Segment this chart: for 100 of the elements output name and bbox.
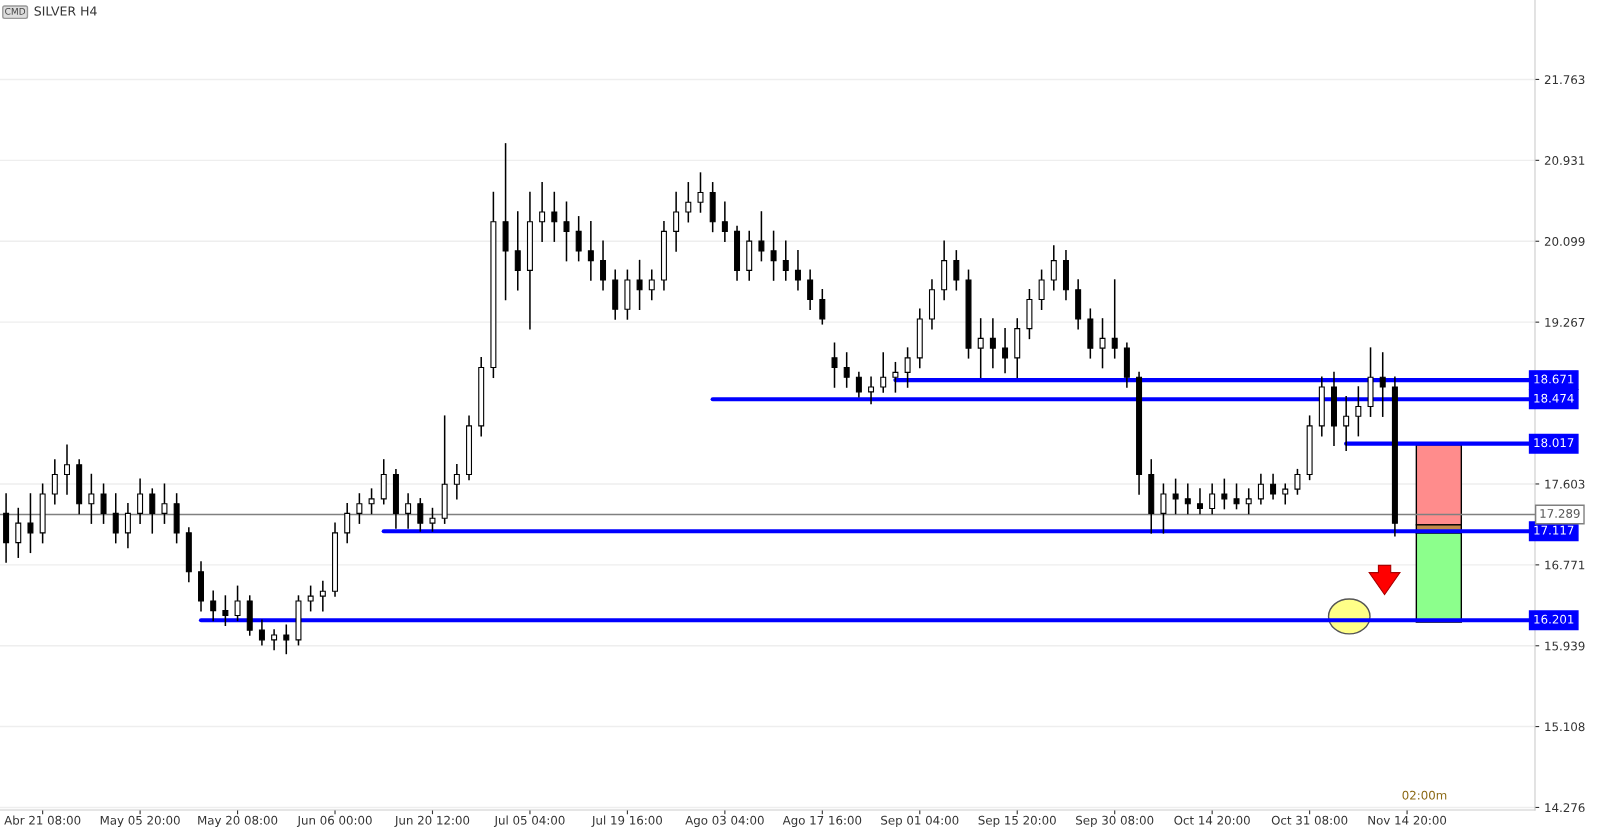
y-tick-label: 16.771 [1545,560,1585,570]
candlestick [161,483,168,524]
candlestick [1257,473,1264,505]
candlestick [271,629,278,651]
candlestick [904,347,911,388]
y-tick-label: 14.276 [1545,803,1585,813]
candlestick [953,250,960,291]
x-tick-label: Oct 14 20:00 [1174,815,1250,825]
candlestick [539,182,546,242]
candlestick [721,201,728,242]
candlestick [1233,483,1240,510]
x-tick-label: Oct 31 08:00 [1271,815,1348,825]
candlestick [1270,473,1277,500]
candlestick [100,483,107,524]
x-tick-label: Nov 14 20:00 [1368,815,1447,825]
x-tick-label: Ago 17 16:00 [782,815,862,827]
candlestick [344,502,351,544]
candlestick [210,590,217,622]
candlestick [149,488,156,534]
data-label: 16.201 [1534,614,1574,624]
candlestick [1245,488,1252,515]
candlestick [697,172,704,213]
candlestick [770,230,777,281]
y-tick-label: 15.108 [1545,722,1585,732]
candlestick [758,211,765,262]
candlestick [234,585,241,622]
candlestick [673,191,680,252]
candlestick [636,259,643,310]
x-tick-label: Jun 06 00:00 [296,815,372,827]
candlestick [989,318,996,369]
candlestick [417,498,424,532]
candlestick [648,269,655,301]
candlestick [600,240,607,291]
x-tick-label: Ago 03 04:00 [685,815,764,827]
data-label: 18.671 [1534,374,1574,384]
candlestick [356,493,363,524]
candlestick [1196,488,1203,515]
candlestick [819,289,826,325]
candlestick [843,352,850,388]
candlestick [1184,483,1191,515]
candlestick [124,502,131,549]
candlestick [977,318,984,379]
candlestick [794,250,801,291]
y-tick-label: 17.603 [1545,479,1585,489]
candlestick [1099,318,1106,369]
candlestick [307,585,314,612]
x-tick-label: Jul 19 16:00 [591,815,663,827]
candlestick [27,493,34,554]
candlestick [429,507,436,532]
candlestick [855,371,862,398]
x-tick-label: Abr 21 08:00 [4,815,81,825]
candlestick [868,376,875,405]
candlestick [685,182,692,223]
candlestick [575,216,582,262]
y-tick-label: 20.099 [1544,236,1585,246]
y-tick-label: 21.763 [1544,75,1585,85]
candlestick [112,493,119,544]
candlestick [1160,483,1167,534]
x-tick-label: Sep 01 04:00 [881,815,959,827]
x-tick-label: May 20 08:00 [198,815,278,827]
candlestick [551,191,558,242]
candlestick [1050,245,1057,291]
candlestick [319,580,326,612]
candlestick [137,478,144,524]
candlestick [1379,352,1386,417]
candlestick [51,459,58,505]
candlestick [1111,279,1118,359]
candlestick [880,352,887,393]
candlestick [1002,327,1009,374]
candlestick [1209,483,1216,515]
candlestick [222,595,229,627]
x-tick-label: Sep 30 08:00 [1076,815,1154,827]
candlestick [782,240,789,281]
annotation: 02:00m [1402,790,1447,800]
y-tick-label: 20.931 [1544,156,1585,165]
candlestick [587,220,594,281]
candlestick [258,619,265,646]
x-tick-label: Jun 20 12:00 [394,815,470,827]
candlestick [892,361,899,393]
x-tick-label: May 05 20:00 [100,815,180,827]
data-label: 18.017 [1534,438,1574,448]
annotation: CMD [5,7,26,15]
candlestick [15,507,22,558]
chart-title: SILVER H4 [34,6,97,16]
candlestick [1282,483,1289,505]
candlestick [514,211,521,291]
candlestick [563,201,570,262]
y-tick-label: 15.939 [1545,641,1585,651]
candlestick [1172,478,1179,515]
candlestick [1355,386,1362,437]
candlestick [405,493,412,529]
candlestick [1038,269,1045,310]
candlestick [88,473,95,524]
candlestick [1294,468,1301,495]
data-label: 18.474 [1534,393,1574,403]
candlestick [64,444,70,495]
candlestick [1221,478,1228,510]
x-tick-label: Sep 15 20:00 [978,815,1056,827]
candlestick [368,488,375,515]
candlestick [453,464,460,500]
